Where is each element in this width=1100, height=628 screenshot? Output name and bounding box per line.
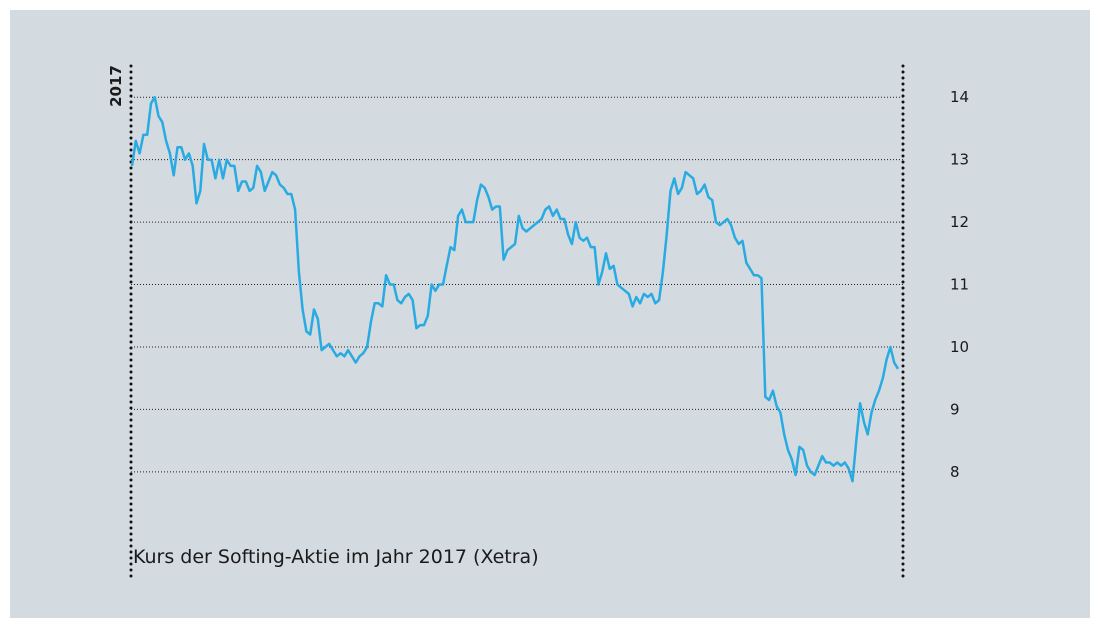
y-tick-label: 10	[950, 338, 969, 356]
price-line	[130, 95, 900, 483]
y-tick-label: 13	[950, 151, 969, 169]
y-tick-label: 14	[950, 88, 969, 106]
y-tick-label: 8	[950, 463, 960, 481]
panel	[10, 10, 1090, 618]
chart-title: Kurs der Softing-Aktie im Jahr 2017 (Xet…	[133, 546, 539, 568]
y-tick-label: 11	[950, 276, 969, 294]
y-tick-label: 12	[950, 213, 969, 231]
year-label: 2017	[107, 65, 125, 107]
y-tick-label: 9	[950, 400, 960, 418]
